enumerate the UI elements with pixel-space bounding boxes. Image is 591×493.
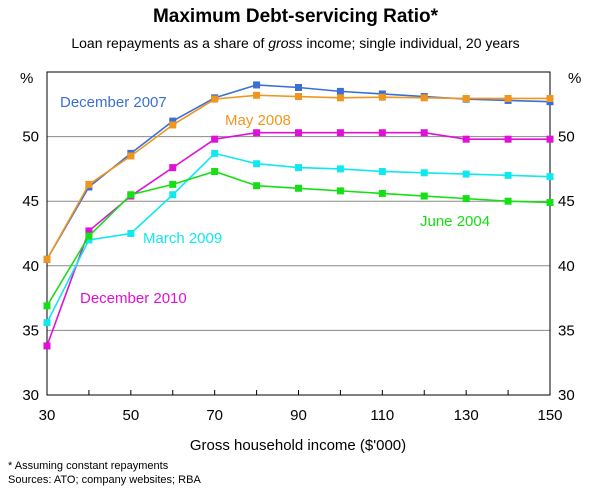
- data-point: [43, 302, 51, 310]
- series-line: [46, 84, 551, 260]
- data-point: [546, 94, 554, 102]
- data-point: [295, 164, 302, 172]
- data-point: [169, 191, 177, 199]
- y-axis-label-right: %: [568, 70, 581, 87]
- y-tick-label-left: 45: [22, 193, 39, 210]
- data-point: [504, 94, 512, 102]
- data-point: [43, 342, 51, 350]
- data-point: [378, 189, 386, 197]
- data-point: [253, 182, 261, 190]
- data-point: [546, 135, 554, 143]
- series-march-2009: [43, 149, 554, 327]
- y-tick-label-left: 35: [22, 322, 39, 339]
- x-tick-label: 130: [454, 407, 479, 424]
- data-point: [253, 91, 261, 99]
- y-tick-label-left: 30: [22, 387, 39, 404]
- footnote-assumption: * Assuming constant repayments: [8, 460, 169, 472]
- data-point: [85, 227, 93, 235]
- data-point: [211, 149, 219, 157]
- x-tick-label: 50: [122, 407, 139, 424]
- data-point: [378, 167, 386, 175]
- y-axis-label-left: %: [20, 70, 33, 87]
- y-tick-label-right: 45: [558, 193, 575, 210]
- data-point: [211, 95, 219, 103]
- data-point: [253, 129, 261, 137]
- data-point: [336, 187, 344, 195]
- data-point: [462, 94, 470, 102]
- y-tick-label-right: 35: [558, 322, 575, 339]
- subtitle-before: Loan repayments as a share of: [71, 35, 269, 51]
- y-tick-label-left: 50: [22, 129, 39, 146]
- series-june-2004: [43, 167, 554, 310]
- data-point: [253, 81, 261, 89]
- series-annotation: December 2010: [80, 290, 187, 307]
- y-tick-label-right: 30: [558, 387, 575, 404]
- series-annotation: December 2007: [60, 94, 167, 111]
- series-annotation: June 2004: [420, 213, 490, 230]
- data-point: [295, 129, 302, 137]
- series-annotations: December 2007 May 2008 December 2010 March …: [60, 94, 490, 307]
- data-point: [169, 117, 177, 125]
- series-annotation: May 2008: [225, 112, 291, 129]
- data-point: [420, 169, 428, 177]
- y-tick-label-right: 40: [558, 258, 575, 275]
- x-tick-label: 30: [39, 407, 56, 424]
- data-point: [420, 192, 428, 200]
- chart-title: Maximum Debt-servicing Ratio*: [152, 6, 439, 27]
- data-point: [295, 84, 302, 92]
- data-point: [127, 191, 135, 199]
- data-point: [43, 319, 51, 327]
- data-point: [211, 167, 219, 175]
- y-tick-label-right: 50: [558, 129, 575, 146]
- x-tick-label: 150: [537, 407, 562, 424]
- data-point: [336, 94, 344, 102]
- data-point: [85, 236, 93, 244]
- data-point: [43, 255, 51, 263]
- data-point: [85, 180, 93, 188]
- data-point: [504, 197, 512, 205]
- data-point: [211, 135, 219, 143]
- data-point: [85, 232, 93, 240]
- data-point: [336, 87, 344, 95]
- data-point: [127, 152, 135, 160]
- data-point: [127, 230, 135, 237]
- data-point: [169, 121, 177, 129]
- y-tick-label-left: 40: [22, 258, 39, 275]
- footnote-sources: Sources: ATO; company websites; RBA: [8, 474, 201, 486]
- data-point: [378, 129, 386, 137]
- subtitle-emphasis: gross: [268, 35, 303, 51]
- data-point: [169, 180, 177, 188]
- data-point: [546, 198, 554, 206]
- x-tick-label: 90: [290, 407, 307, 424]
- subtitle-after: income; single individual, 20 years: [302, 35, 520, 51]
- data-point: [336, 129, 344, 137]
- data-point: [462, 135, 470, 143]
- data-point: [504, 135, 512, 143]
- series-group: [43, 81, 554, 350]
- data-point: [546, 173, 554, 181]
- series-annotation: March 2009: [143, 230, 222, 247]
- chart-subtitle: Loan repayments as a share of gross inco…: [0, 35, 591, 51]
- data-point: [295, 93, 302, 101]
- data-point: [420, 129, 428, 137]
- data-point: [253, 160, 261, 168]
- axis-ticks: [46, 390, 551, 395]
- data-point: [504, 171, 512, 179]
- x-tick-label: 70: [206, 407, 223, 424]
- data-point: [336, 165, 344, 173]
- data-point: [462, 195, 470, 203]
- data-point: [169, 164, 177, 172]
- series-may-2008: [43, 91, 554, 263]
- data-point: [295, 184, 302, 192]
- x-tick-label: 110: [370, 407, 394, 424]
- data-point: [462, 170, 470, 178]
- data-point: [420, 94, 428, 102]
- plot-frame: [46, 71, 551, 396]
- x-axis-label: Gross household income ($'000): [190, 437, 406, 454]
- data-point: [378, 93, 386, 101]
